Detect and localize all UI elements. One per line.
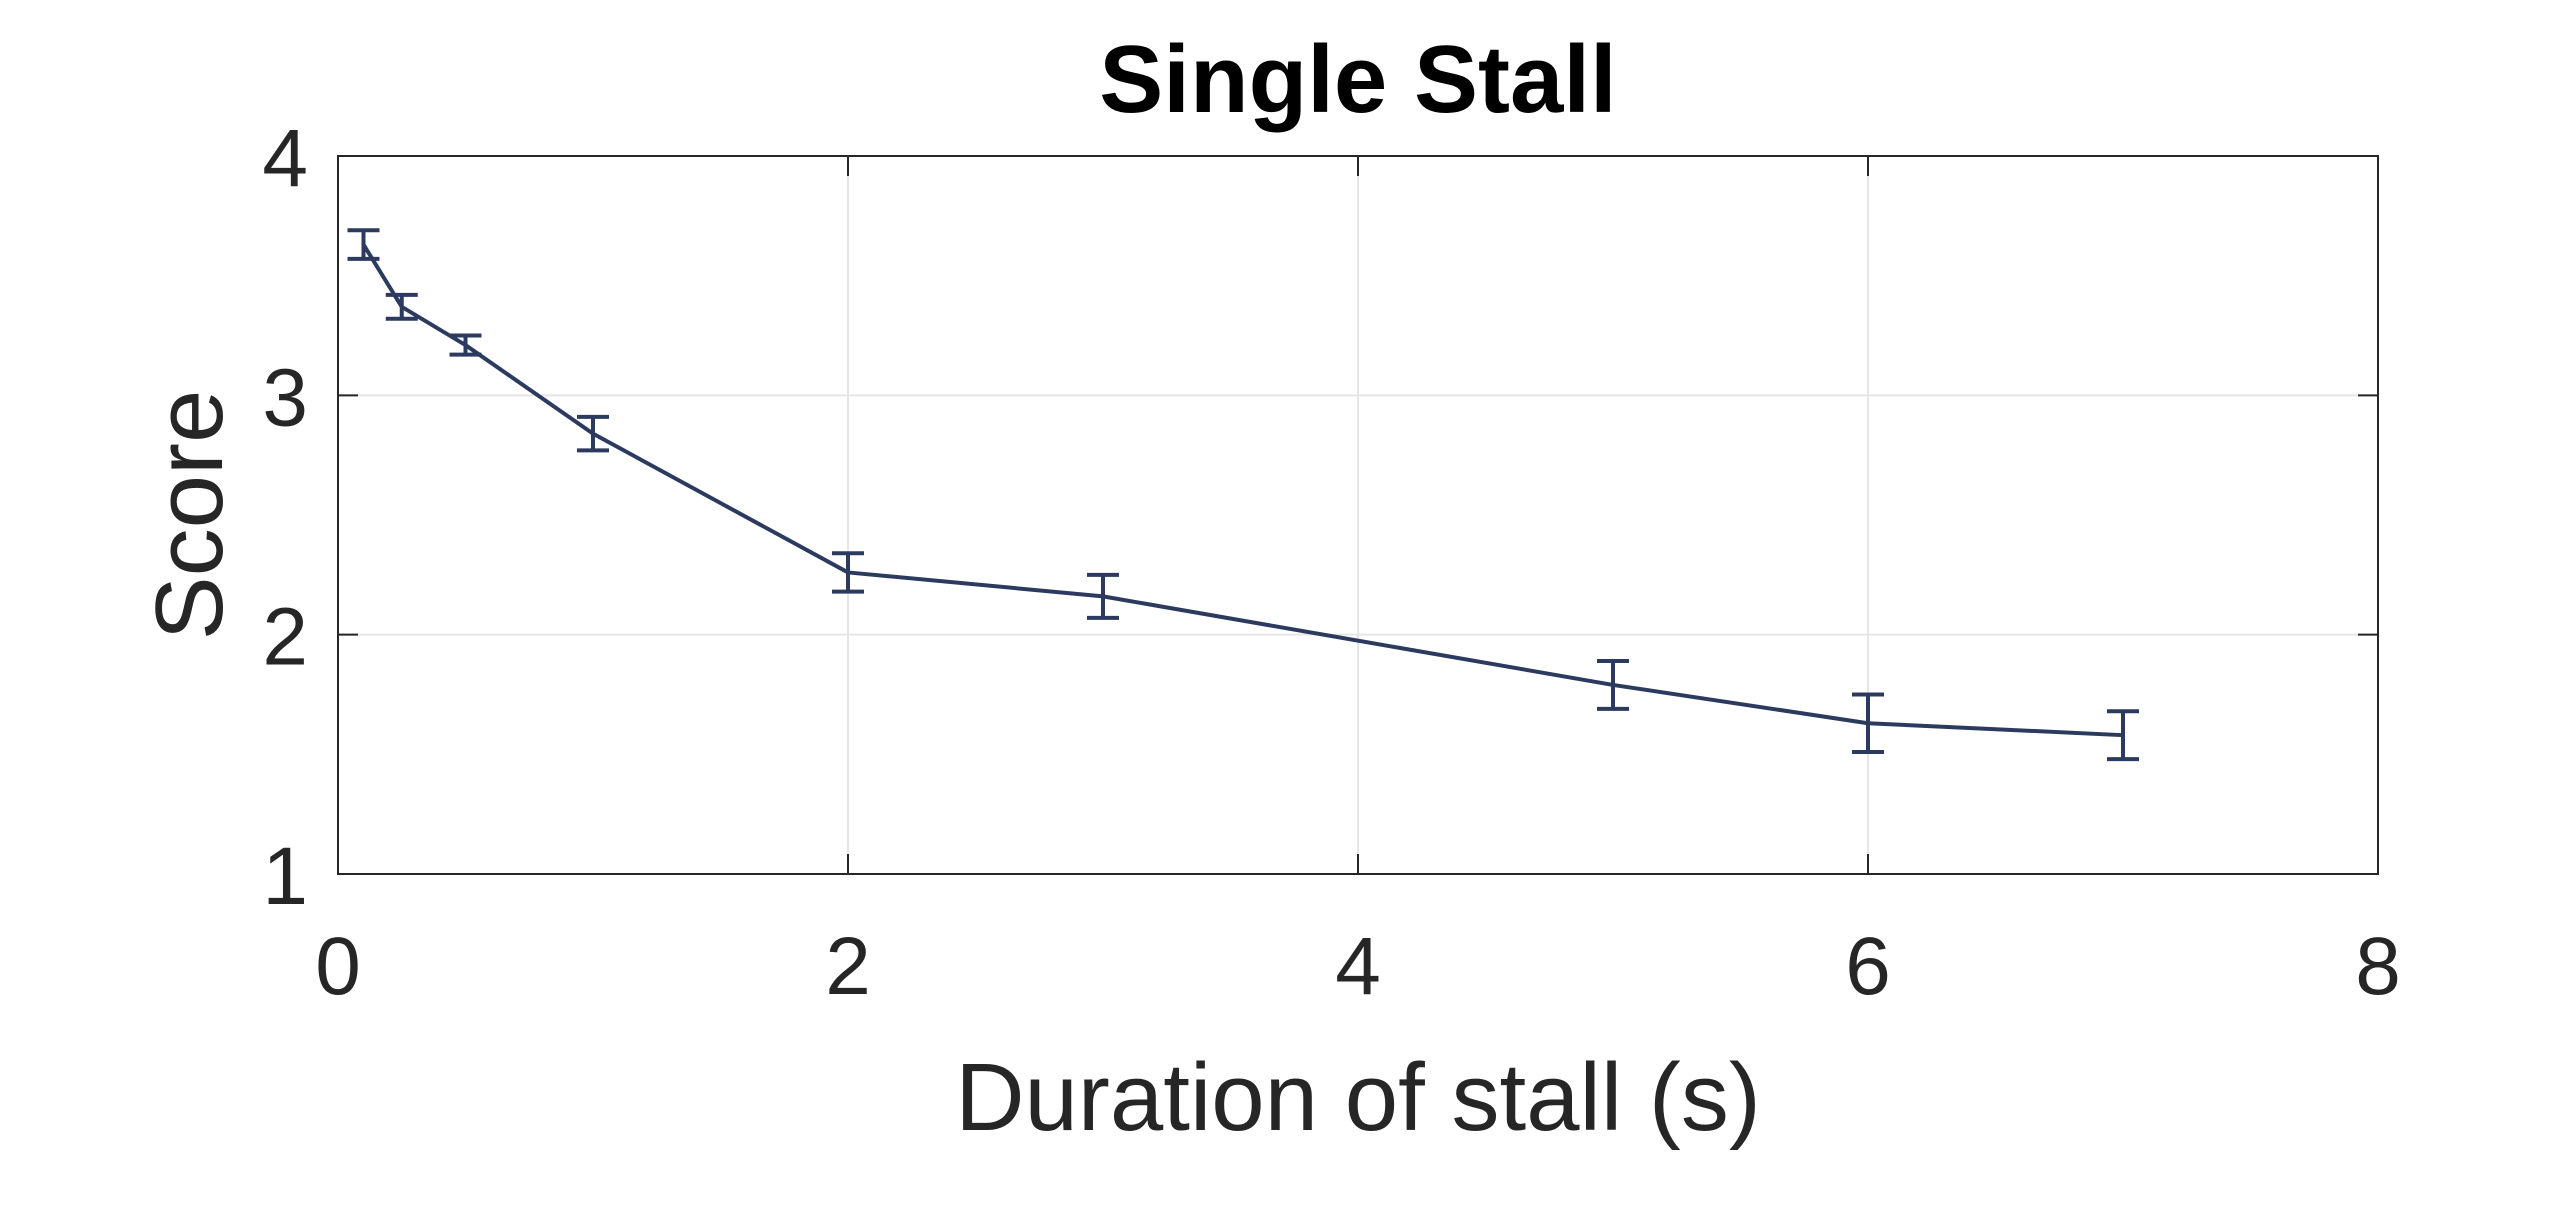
y-tick-label: 2 bbox=[262, 592, 308, 683]
x-tick-labels: 0 2 4 6 8 bbox=[315, 921, 2401, 1012]
grid bbox=[338, 156, 2378, 874]
error-bar bbox=[385, 292, 418, 321]
x-axis-label: Duration of stall (s) bbox=[955, 1044, 1761, 1151]
y-tick-label: 1 bbox=[262, 831, 308, 922]
chart-title: Single Stall bbox=[1099, 26, 1616, 133]
error-bar bbox=[347, 228, 380, 261]
x-tick-label: 0 bbox=[315, 921, 361, 1012]
error-bar bbox=[1597, 658, 1629, 711]
x-tick-label: 4 bbox=[1335, 921, 1381, 1012]
y-axis-label: Score bbox=[136, 390, 243, 641]
x-tick-label: 8 bbox=[2355, 921, 2401, 1012]
y-tick-labels: 1 2 3 4 bbox=[262, 113, 308, 922]
y-tick-label: 4 bbox=[262, 113, 308, 204]
x-tick-label: 2 bbox=[825, 921, 871, 1012]
error-bar bbox=[832, 551, 864, 594]
y-tick-label: 3 bbox=[262, 352, 308, 443]
series-group bbox=[347, 228, 2139, 762]
error-bar bbox=[2107, 709, 2139, 762]
error-bar bbox=[577, 414, 609, 453]
error-bar bbox=[1852, 692, 1884, 754]
error-bar bbox=[1087, 572, 1119, 620]
error-bar bbox=[449, 333, 482, 357]
x-tick-label: 6 bbox=[1845, 921, 1891, 1012]
tick-marks bbox=[337, 155, 2379, 875]
